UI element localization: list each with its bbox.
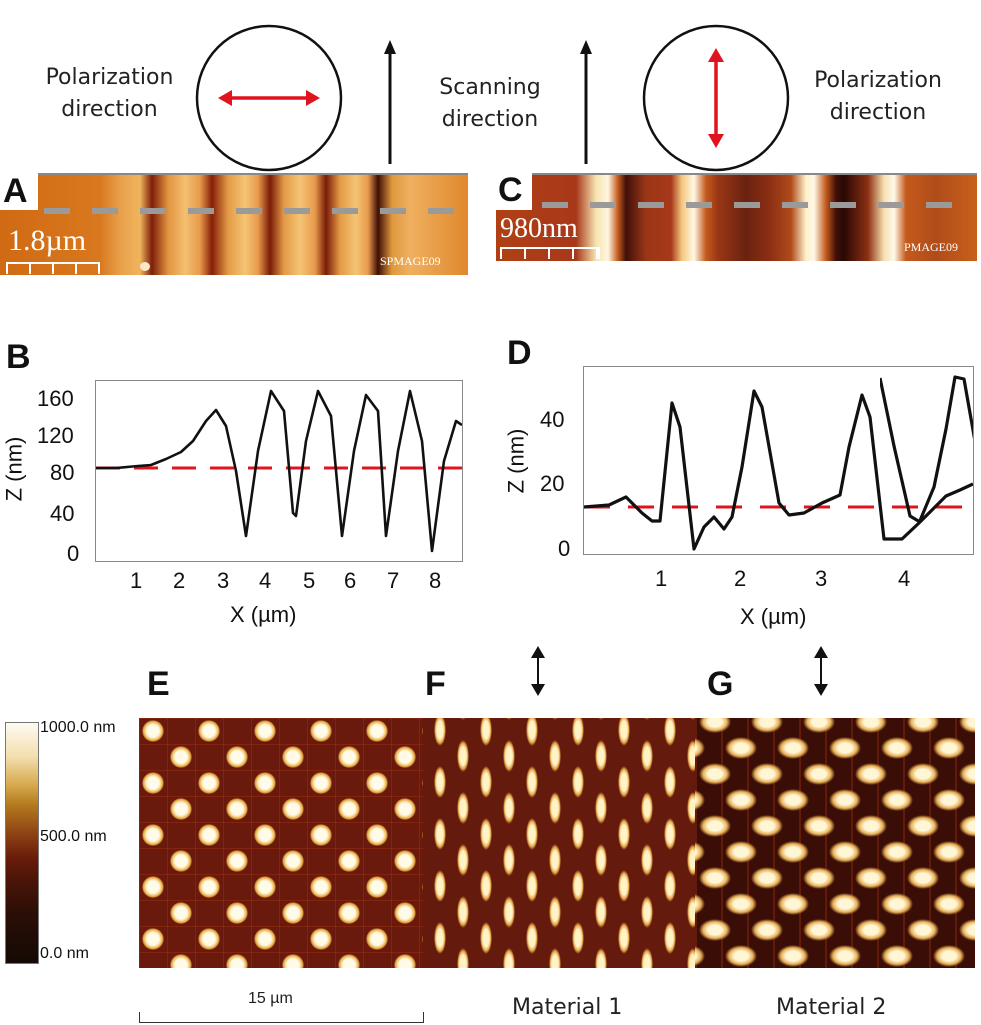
watermark-c: PMAGE09: [904, 240, 959, 254]
profile-line-b: [96, 389, 463, 553]
material-2-label: Material 2: [776, 995, 887, 1020]
scale-bar-label-a: 1.8µm: [8, 224, 87, 257]
profile-tail-b: [420, 380, 466, 560]
afm-image-e: [139, 718, 423, 968]
right-polarization-label: Polarization direction: [788, 65, 968, 129]
profile-line-d: [583, 375, 978, 551]
y-axis-title-d: Z (nm): [503, 428, 529, 494]
colorbar: [5, 722, 39, 964]
panel-c-letter-bg: [490, 170, 532, 210]
x-tick-b-4: 4: [259, 568, 272, 593]
y-tick-d-40: 40: [540, 407, 565, 432]
debris-spot: [140, 262, 150, 271]
double-arrow-icon-g: [814, 646, 828, 696]
label-line-1: Scanning: [439, 75, 541, 100]
colorbar-max-label: 1000.0 nm: [40, 719, 116, 736]
y-tick-b-160: 160: [37, 386, 74, 411]
double-arrow-icon-f: [531, 646, 545, 696]
afm-image-g: [695, 718, 975, 968]
left-polarization-circle-icon: [195, 24, 343, 172]
scanning-arrow-icon-left: [384, 40, 396, 164]
panel-label-d: D: [507, 334, 532, 372]
scanning-arrow-icon-right: [580, 40, 592, 164]
afm-image-f: [423, 718, 695, 968]
line-chart-b: [96, 389, 463, 553]
x-axis-title-b: X (µm): [230, 602, 297, 627]
y-tick-b-40: 40: [50, 501, 75, 526]
x-axis-title-d: X (µm): [740, 604, 807, 629]
plot-area-b: [95, 380, 463, 562]
scale-bar-a: [6, 262, 100, 274]
label-line-2: direction: [441, 107, 539, 132]
x-tick-b-2: 2: [173, 568, 186, 593]
x-tick-b-1: 1: [130, 568, 143, 593]
plot-area-d: [583, 366, 978, 555]
scale-bar-c: [500, 247, 600, 259]
x-tick-b-5: 5: [303, 568, 316, 593]
afm-image-a: [0, 173, 468, 275]
label-line-1: Polarization: [45, 65, 174, 90]
afm-image-c: [496, 173, 977, 261]
x-tick-b-7: 7: [387, 568, 400, 593]
left-polarization-label: Polarization direction: [22, 62, 197, 126]
panel-label-f: F: [425, 665, 446, 703]
x-tick-b-6: 6: [344, 568, 357, 593]
label-line-1: Polarization: [814, 68, 942, 93]
panel-label-c: C: [498, 171, 523, 209]
scale-bar-label-bottom: 15 µm: [248, 990, 293, 1007]
y-tick-d-20: 20: [540, 471, 565, 496]
profile-tail-d: [880, 377, 973, 524]
watermark-a: SPMAGE09: [380, 254, 441, 268]
x-tick-d-3: 3: [815, 566, 828, 591]
panel-a-letter-bg: [0, 170, 38, 210]
colorbar-mid-label: 500.0 nm: [40, 828, 107, 845]
x-tick-b-3: 3: [217, 568, 230, 593]
panel-label-a: A: [3, 172, 28, 210]
y-tick-b-80: 80: [50, 460, 75, 485]
scanning-direction-label: Scanning direction: [420, 72, 560, 136]
y-tick-b-120: 120: [37, 423, 74, 448]
panel-label-g: G: [707, 665, 734, 703]
right-polarization-circle-icon: [642, 24, 790, 172]
material-1-label: Material 1: [512, 995, 623, 1020]
panel-label-b: B: [6, 338, 31, 376]
panel-label-e: E: [147, 665, 170, 703]
colorbar-min-label: 0.0 nm: [40, 945, 89, 962]
label-line-2: direction: [829, 100, 927, 125]
profile-line-a: [44, 208, 456, 214]
scale-bar-bottom: [139, 1012, 424, 1023]
y-axis-title-b: Z (nm): [1, 436, 27, 502]
profile-line-c: [542, 202, 962, 208]
x-tick-d-1: 1: [655, 566, 668, 591]
y-tick-d-0: 0: [558, 536, 571, 561]
scale-bar-label-c: 980nm: [500, 213, 578, 244]
x-tick-d-4: 4: [898, 566, 911, 591]
y-tick-b-0: 0: [67, 541, 80, 566]
x-tick-b-8: 8: [429, 568, 442, 593]
label-line-2: direction: [61, 97, 158, 122]
x-tick-d-2: 2: [734, 566, 747, 591]
